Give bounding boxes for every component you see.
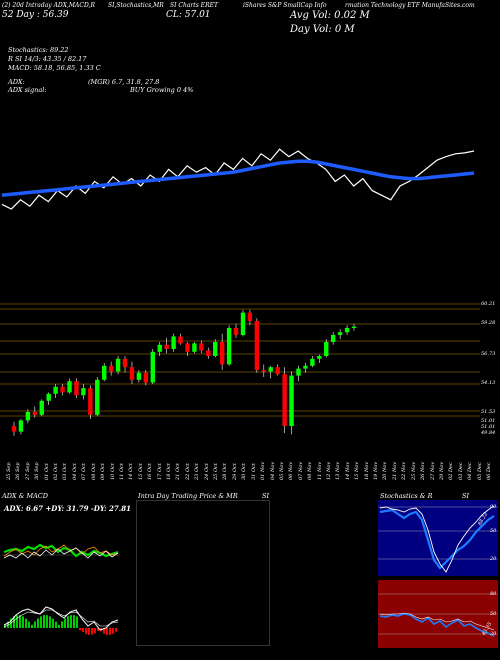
close-price: CL: 57.01 bbox=[166, 10, 211, 20]
macd-readout: MACD: 58.18, 56.85, 1.33 C bbox=[8, 64, 101, 72]
candle-body bbox=[240, 312, 246, 335]
candle-body bbox=[95, 379, 100, 415]
candle-body bbox=[226, 328, 232, 365]
candle-body bbox=[344, 328, 350, 333]
intraday-panel-box bbox=[136, 500, 270, 646]
intraday-panel-title-b: SI bbox=[262, 492, 270, 500]
stoch-label-20: 20 bbox=[490, 556, 497, 562]
candle-body bbox=[136, 372, 142, 380]
candle-body bbox=[67, 381, 72, 393]
stochastics-readout: Stochastics: 89.22 bbox=[8, 46, 69, 54]
rsi-white-line bbox=[379, 612, 495, 631]
candle-body bbox=[324, 342, 329, 356]
candle-body bbox=[53, 386, 58, 394]
candle-body bbox=[185, 343, 190, 352]
candle-body bbox=[108, 365, 114, 372]
candle-body bbox=[81, 388, 86, 396]
candle-body bbox=[275, 367, 280, 375]
candle-body bbox=[289, 375, 294, 426]
rsi-label-50: 50 bbox=[490, 611, 497, 617]
candle-body bbox=[74, 381, 79, 396]
candle-body bbox=[11, 426, 17, 432]
day-volume: Day Vol: 0 M bbox=[290, 24, 355, 35]
candle-body bbox=[122, 358, 128, 368]
stoch-zone bbox=[378, 500, 498, 576]
candle-body bbox=[310, 358, 315, 366]
y-tick-1: 60.21 bbox=[481, 301, 496, 307]
adx-macd-readout: ADX: 6.67 +DY: 31.79 -DY: 27.81 bbox=[4, 504, 131, 513]
candle-body bbox=[254, 321, 260, 370]
candle-body bbox=[213, 342, 218, 356]
candle-body bbox=[60, 386, 65, 393]
candle-body bbox=[282, 374, 287, 426]
candle-body bbox=[303, 365, 308, 369]
open-price: 52 Day : 56.39 bbox=[2, 10, 69, 20]
rsi-readout: R SI 14/3: 43.35 / 82.17 bbox=[8, 55, 87, 63]
stoch-d-line bbox=[379, 505, 495, 573]
adx-signal-label: ADX signal: bbox=[8, 86, 47, 94]
candle-body bbox=[164, 344, 169, 349]
adx-macd-panel-title: ADX & MACD bbox=[2, 492, 48, 500]
candle-body bbox=[337, 332, 343, 335]
candle-body bbox=[115, 358, 121, 372]
candle-body bbox=[88, 388, 93, 415]
adx-value: (MGR) 6.7, 31.8, 27.8 bbox=[88, 78, 160, 86]
header-line1-a: (2) 20d Intraday ADX,MACD,R bbox=[2, 2, 96, 9]
candle-body bbox=[157, 344, 162, 352]
candle-body bbox=[150, 351, 155, 383]
candle-body bbox=[268, 367, 273, 372]
header-line1-c: SI Charts ERET bbox=[170, 2, 218, 9]
candle-body bbox=[25, 412, 31, 421]
candle-body bbox=[143, 372, 149, 383]
candle-body bbox=[46, 393, 51, 401]
header-line1-e: rmation Technology ETF ManufaSites.com bbox=[345, 2, 475, 9]
candle-body bbox=[247, 312, 253, 321]
y-tick-5: 51.53 bbox=[481, 409, 496, 415]
candle-body bbox=[171, 336, 176, 349]
candle-body bbox=[192, 343, 197, 352]
candlestick-chart bbox=[0, 303, 480, 436]
stoch-rsi-panel-title: Stochastics & R bbox=[380, 492, 433, 500]
candle-body bbox=[39, 400, 44, 415]
rsi-label-20: 20 bbox=[490, 631, 497, 637]
candle-body bbox=[18, 420, 24, 432]
candle-body bbox=[261, 370, 266, 372]
price-line-series bbox=[1, 148, 475, 210]
candle-body bbox=[317, 356, 322, 359]
intraday-panel-title: Intra Day Trading Price & MR bbox=[138, 492, 238, 500]
candle-body bbox=[233, 328, 239, 335]
rsi-label-80: 80 bbox=[490, 591, 497, 597]
stoch-k-line bbox=[379, 508, 495, 570]
moving-average-series bbox=[1, 159, 475, 197]
candle-body bbox=[219, 342, 225, 365]
buy-signal: BUY Growing 0 4% bbox=[130, 86, 194, 94]
stoch-label-90: 90 bbox=[490, 504, 497, 510]
price-ma-chart bbox=[1, 148, 475, 210]
candle-body bbox=[178, 336, 183, 344]
y-tick-7: 51.01 bbox=[481, 424, 496, 430]
y-tick-2: 59.28 bbox=[481, 320, 496, 326]
candle-body bbox=[199, 343, 204, 351]
y-tick-4: 54.13 bbox=[481, 380, 496, 386]
candle-body bbox=[32, 412, 38, 415]
stoch-label-50: 50 bbox=[490, 528, 497, 534]
adx-label: ADX: bbox=[8, 78, 25, 86]
y-tick-6: 51.01 bbox=[481, 418, 496, 424]
candle-body bbox=[206, 350, 211, 356]
candle-body bbox=[129, 367, 135, 380]
avg-volume: Avg Vol: 0.02 M bbox=[290, 10, 370, 21]
stoch-rsi-panel-title-b: SI bbox=[462, 492, 470, 500]
candle-body bbox=[330, 335, 336, 342]
header-line1-d: iShares S&P SmallCap Info bbox=[243, 2, 327, 9]
candle-body bbox=[351, 326, 357, 328]
candle-body bbox=[102, 365, 107, 380]
y-tick-8: 49.84 bbox=[481, 430, 496, 436]
y-tick-3: 56.73 bbox=[481, 351, 496, 357]
header-line1-b: SI,Stochastics,MR bbox=[108, 2, 164, 9]
rsi-line bbox=[379, 613, 495, 637]
candle-body bbox=[296, 368, 301, 376]
